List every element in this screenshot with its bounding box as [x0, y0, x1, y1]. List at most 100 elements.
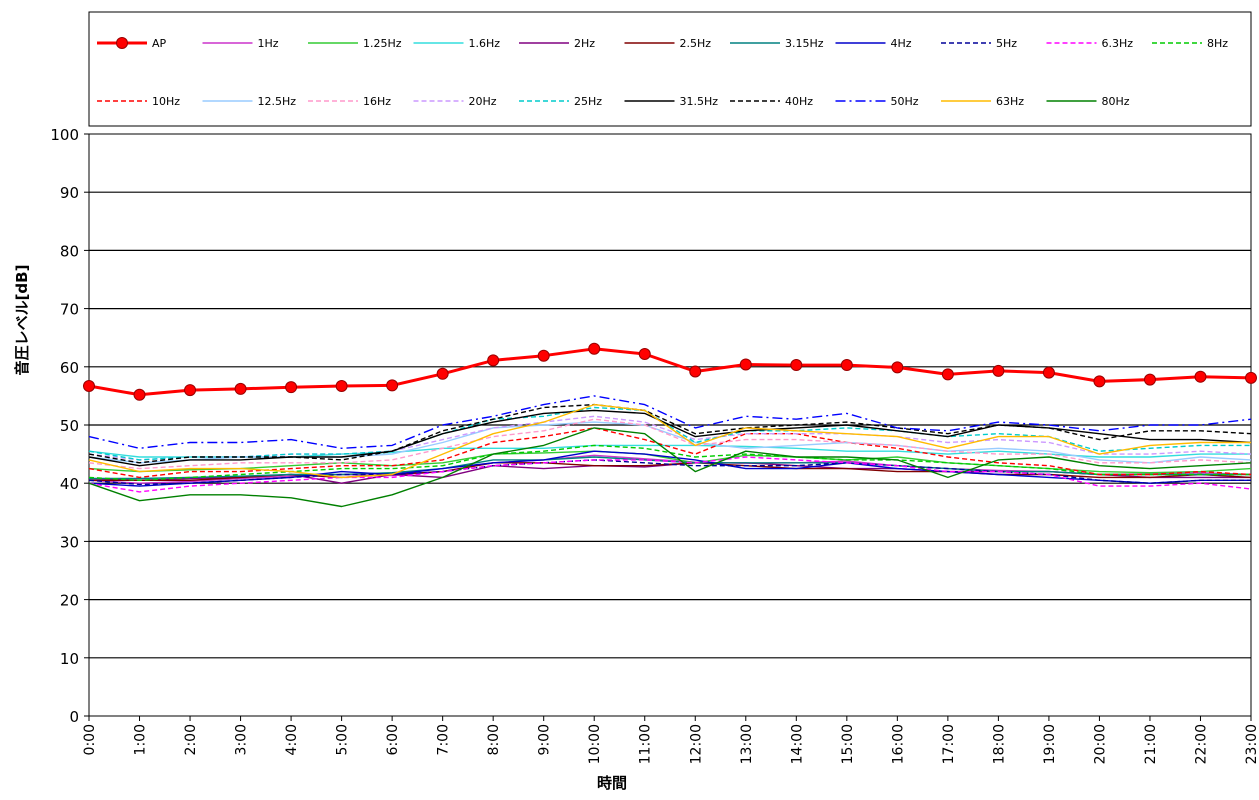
legend-label-2hz: 2Hz — [574, 37, 595, 50]
x-tick-label: 17:00 — [941, 724, 957, 764]
x-tick-label: 14:00 — [789, 724, 805, 764]
series-line-16hz — [88, 418, 1252, 470]
point-ap — [689, 365, 702, 378]
series-line-6-3hz — [88, 456, 1252, 493]
legend-label-50hz: 50Hz — [891, 95, 919, 108]
x-tick-label: 23:00 — [1244, 724, 1259, 764]
point-ap — [588, 342, 601, 355]
legend-box — [88, 11, 1252, 127]
legend-label-8hz: 8Hz — [1207, 37, 1228, 50]
point-ap — [184, 384, 197, 397]
y-tick-label: 10 — [60, 650, 79, 668]
x-tick-label: 3:00 — [234, 724, 250, 755]
x-tick-label: 0:00 — [82, 724, 98, 755]
point-ap — [335, 380, 348, 393]
x-tick-label: 20:00 — [1092, 724, 1108, 764]
legend-label-2-5hz: 2.5Hz — [680, 37, 712, 50]
x-tick-label: 11:00 — [638, 724, 654, 764]
x-tick-label: 12:00 — [688, 724, 704, 764]
series-lines — [83, 342, 1257, 508]
series-line-3-15hz — [89, 456, 1251, 480]
series-line-5hz — [88, 459, 1251, 486]
y-tick-label: 50 — [60, 417, 79, 435]
gridlines — [89, 191, 1251, 659]
x-tick-label: 13:00 — [739, 724, 755, 764]
x-tick-label: 18:00 — [991, 724, 1007, 764]
point-ap — [1042, 366, 1055, 379]
x-tick-label: 6:00 — [385, 724, 401, 755]
legend-label-63hz: 63Hz — [996, 95, 1024, 108]
legend-label-25hz: 25Hz — [574, 95, 602, 108]
point-ap — [1245, 371, 1257, 384]
point-ap — [386, 379, 399, 392]
x-tick-label: 8:00 — [486, 724, 502, 755]
point-ap — [234, 382, 247, 395]
legend-label-3-15hz: 3.15Hz — [785, 37, 824, 50]
legend-marker-ap — [116, 37, 128, 49]
point-ap — [133, 388, 146, 401]
legend-label-31-5hz: 31.5Hz — [680, 95, 719, 108]
legend-label-4hz: 4Hz — [891, 37, 912, 50]
y-axis: 0 10 20 30 40 50 60 70 80 90 100 — [50, 126, 89, 726]
y-tick-label: 100 — [50, 126, 79, 144]
point-ap — [1194, 370, 1207, 383]
x-tick-label: 15:00 — [840, 724, 856, 764]
x-tick-label: 4:00 — [284, 724, 300, 755]
point-ap — [1093, 375, 1106, 388]
legend-label-16hz: 16Hz — [363, 95, 391, 108]
y-axis-label: 音圧レベル[dB] — [13, 265, 31, 376]
point-ap — [638, 347, 651, 360]
legend-label-80hz: 80Hz — [1102, 95, 1130, 108]
y-tick-label: 70 — [60, 301, 79, 319]
y-tick-label: 30 — [60, 533, 79, 551]
point-ap — [83, 380, 95, 393]
legend: AP 1Hz 1.25Hz 1.6Hz 2Hz 2.5Hz 3.15Hz 4Hz 5Hz 6.3H… — [97, 37, 1228, 108]
y-tick-label: 80 — [60, 242, 79, 260]
point-ap — [790, 359, 803, 372]
legend-label-1-25hz: 1.25Hz — [363, 37, 402, 50]
series-line-63hz — [88, 403, 1251, 479]
legend-label-12-5hz: 12.5Hz — [258, 95, 297, 108]
series-line-ap — [88, 347, 1252, 397]
x-tick-label: 9:00 — [537, 724, 553, 755]
legend-label-20hz: 20Hz — [469, 95, 497, 108]
point-ap — [941, 368, 954, 381]
series-line-8hz — [88, 444, 1251, 481]
legend-label-40hz: 40Hz — [785, 95, 813, 108]
point-ap — [840, 359, 853, 372]
legend-label-10hz: 10Hz — [152, 95, 180, 108]
point-ap — [537, 349, 550, 362]
y-tick-label: 40 — [60, 475, 79, 493]
x-axis: 0:00 1:00 2:00 3:00 4:00 5:00 6:00 7:00 8:00 9:00… — [82, 716, 1259, 764]
x-tick-label: 7:00 — [436, 724, 452, 755]
legend-label-5hz: 5Hz — [996, 37, 1017, 50]
x-tick-label: 10:00 — [587, 724, 603, 764]
legend-label-6-3hz: 6.3Hz — [1102, 37, 1134, 50]
point-ap — [992, 364, 1005, 377]
x-tick-label: 1:00 — [133, 724, 149, 755]
legend-label-1hz: 1Hz — [258, 37, 279, 50]
series-line-80hz — [88, 427, 1252, 508]
x-tick-label: 16:00 — [890, 724, 906, 764]
y-tick-label: 60 — [60, 359, 79, 377]
x-tick-label: 2:00 — [183, 724, 199, 755]
legend-label-1-6hz: 1.6Hz — [469, 37, 501, 50]
point-ap — [487, 354, 500, 367]
series-line-10hz — [88, 427, 1252, 479]
x-tick-label: 19:00 — [1042, 724, 1058, 764]
series-line-40hz — [88, 403, 1252, 464]
x-axis-label: 時間 — [597, 774, 627, 792]
legend-label-ap: AP — [152, 37, 167, 50]
y-tick-label: 90 — [60, 184, 79, 202]
point-ap — [436, 367, 449, 380]
point-ap — [891, 361, 904, 374]
x-tick-label: 5:00 — [335, 724, 351, 755]
y-tick-label: 20 — [60, 592, 79, 610]
y-tick-label: 0 — [69, 708, 79, 726]
series-line-50hz — [88, 395, 1252, 449]
x-tick-label: 22:00 — [1193, 724, 1209, 764]
point-ap — [1143, 373, 1156, 386]
x-tick-label: 21:00 — [1143, 724, 1159, 764]
